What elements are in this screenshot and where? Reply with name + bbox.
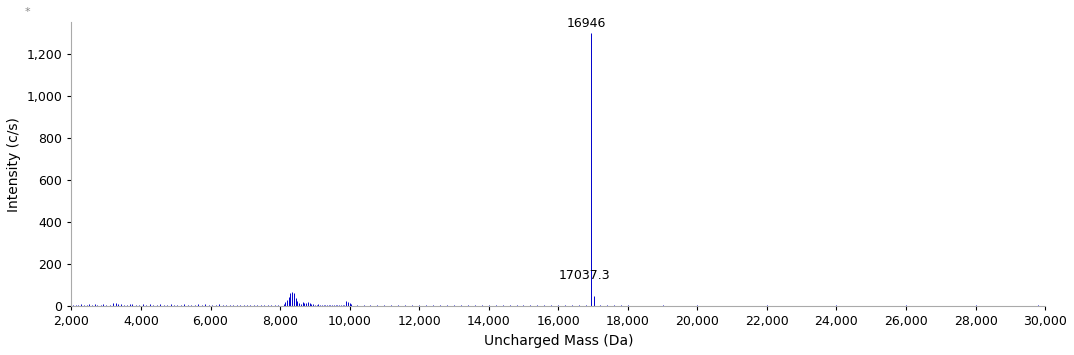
Text: *: *	[25, 7, 30, 17]
X-axis label: Uncharged Mass (Da): Uncharged Mass (Da)	[483, 334, 633, 348]
Text: 16946: 16946	[566, 17, 606, 30]
Text: 17037.3: 17037.3	[558, 269, 610, 282]
Y-axis label: Intensity (c/s): Intensity (c/s)	[6, 117, 21, 212]
